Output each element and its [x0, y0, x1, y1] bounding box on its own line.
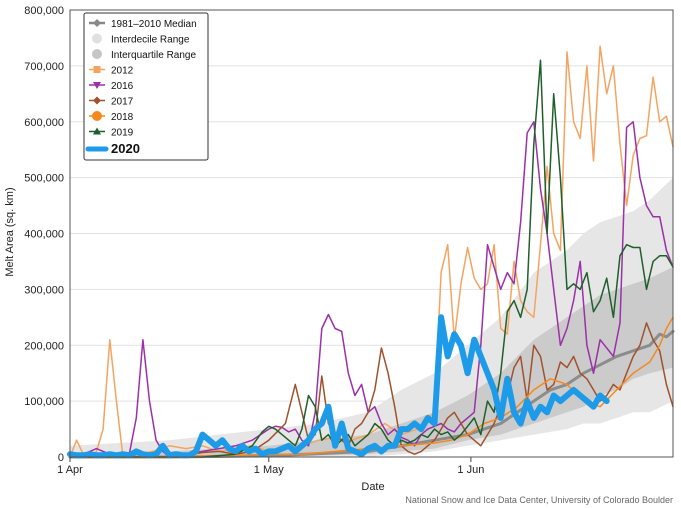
legend-label: Interquartile Range [111, 50, 196, 61]
y-tick-label: 600,000 [24, 117, 64, 129]
legend-label: 2019 [111, 128, 134, 139]
legend-label: 2017 [111, 97, 134, 108]
series-lines [67, 45, 675, 459]
y-tick-label: 400,000 [24, 229, 64, 241]
series-line-2020 [67, 314, 610, 459]
y-tick-label: 700,000 [24, 61, 64, 73]
y-tick-label: 0 [58, 452, 64, 464]
legend-label: 2012 [111, 66, 134, 77]
data-credit: National Snow and Ice Data Center, Unive… [405, 495, 673, 505]
legend-symbol-2012-marker [93, 66, 101, 73]
legend-symbol-2017-marker [93, 96, 101, 105]
legend-symbol-1981-2010-median-marker [93, 19, 101, 27]
y-tick-label: 800,000 [24, 5, 64, 17]
y-tick-label: 300,000 [24, 284, 64, 296]
legend-label: 1981–2010 Median [111, 19, 197, 30]
legend-label: 2020 [111, 141, 140, 156]
legend-symbol-interquartile-range [92, 49, 102, 59]
series-line-2019 [69, 59, 674, 458]
legend-symbol-interdecile-range [92, 33, 102, 44]
legend-label: 2016 [111, 81, 134, 92]
y-axis-label: Melt Area (sq. km) [4, 187, 16, 276]
legend: 1981–2010 Median Interdecile Range Interqu… [83, 12, 209, 161]
y-tick-label: 100,000 [24, 396, 64, 408]
x-tick-label: 1 Apr [57, 464, 83, 476]
y-tick-label: 500,000 [24, 173, 64, 185]
y-tick-label: 200,000 [24, 340, 64, 352]
x-axis-label: Date [361, 481, 384, 493]
legend-label: Interdecile Range [111, 35, 190, 46]
x-tick-label: 1 May [254, 464, 284, 476]
legend-symbol-2016-marker [93, 82, 101, 89]
plot-frame [69, 9, 674, 458]
x-tick-label: 1 Jun [457, 464, 484, 476]
legend-symbol-2019-marker [93, 127, 101, 135]
legend-label: 2018 [111, 112, 134, 123]
legend-box [83, 12, 209, 161]
axes: 0 100,000 200,000 300,000 400,000 500,000 600,… [24, 5, 674, 476]
range-bands [70, 177, 673, 457]
